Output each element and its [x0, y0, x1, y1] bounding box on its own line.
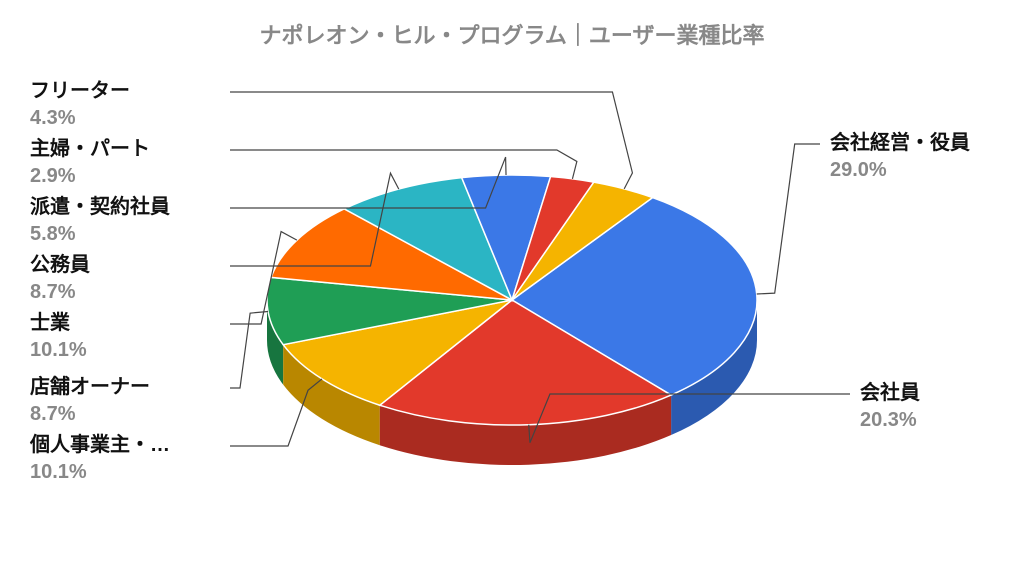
- slice-label-pct: 8.7%: [30, 401, 150, 428]
- slice-label-name: 士業: [30, 310, 87, 337]
- slice-label-pct: 4.3%: [30, 105, 130, 132]
- slice-label-name: 公務員: [30, 252, 90, 279]
- slice-label-pct: 2.9%: [30, 163, 150, 190]
- slice-label: 士業10.1%: [30, 310, 87, 364]
- slice-label: フリーター4.3%: [30, 78, 130, 132]
- slice-label-pct: 10.1%: [30, 337, 87, 364]
- slice-label: 公務員8.7%: [30, 252, 90, 306]
- slice-label-pct: 8.7%: [30, 279, 90, 306]
- slice-label-name: フリーター: [30, 78, 130, 105]
- slice-label-name: 会社員: [860, 380, 920, 407]
- slice-label-name: 派遣・契約社員: [30, 194, 170, 221]
- slice-label-pct: 5.8%: [30, 221, 170, 248]
- slice-label-name: 主婦・パート: [30, 136, 150, 163]
- slice-label: 会社経営・役員29.0%: [830, 130, 970, 184]
- slice-label: 個人事業主・…10.1%: [30, 432, 170, 486]
- slice-label: 派遣・契約社員5.8%: [30, 194, 170, 248]
- pie-chart: 会社経営・役員29.0%会社員20.3%個人事業主・…10.1%店舗オーナー8.…: [0, 0, 1024, 576]
- slice-label-name: 個人事業主・…: [30, 432, 170, 459]
- slice-label: 会社員20.3%: [860, 380, 920, 434]
- slice-label-pct: 29.0%: [830, 157, 970, 184]
- slice-label-pct: 20.3%: [860, 407, 920, 434]
- slice-label-name: 会社経営・役員: [830, 130, 970, 157]
- slice-label: 店舗オーナー8.7%: [30, 374, 150, 428]
- slice-label-pct: 10.1%: [30, 459, 170, 486]
- slice-label: 主婦・パート2.9%: [30, 136, 150, 190]
- slice-label-name: 店舗オーナー: [30, 374, 150, 401]
